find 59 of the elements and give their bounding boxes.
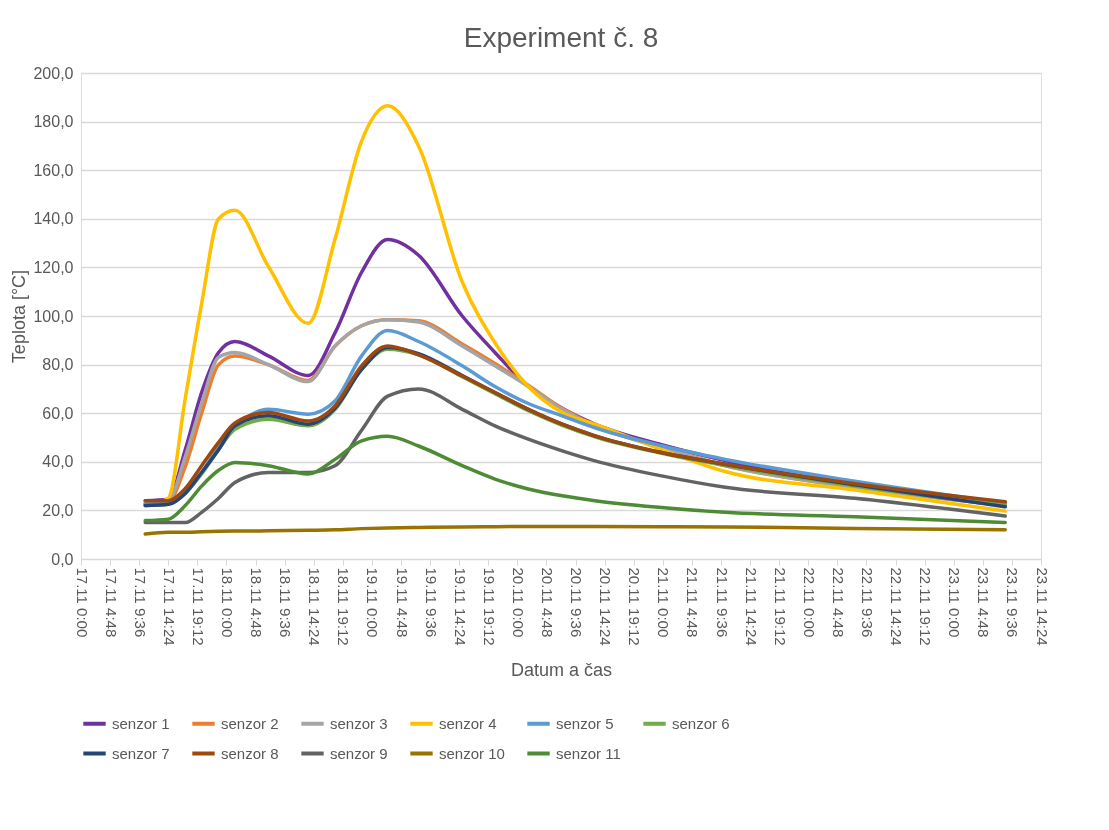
x-tick-label: 23.11 14:24 xyxy=(1033,567,1051,646)
y-tick-label: 160,0 xyxy=(33,161,74,179)
legend-label: senzor 6 xyxy=(672,714,730,732)
x-tick-label: 17.11 4:48 xyxy=(102,567,120,638)
x-tick-label: 21.11 19:12 xyxy=(771,567,789,646)
y-tick-label: 40,0 xyxy=(42,453,74,471)
legend-label: senzor 7 xyxy=(112,744,170,762)
x-tick-label: 19.11 4:48 xyxy=(393,567,411,638)
x-tick-label: 22.11 0:00 xyxy=(800,567,818,638)
x-tick-label: 20.11 0:00 xyxy=(509,567,527,638)
y-tick-label: 140,0 xyxy=(33,210,74,228)
x-tick-label: 19.11 19:12 xyxy=(480,567,498,646)
y-tick-label: 0,0 xyxy=(51,550,74,568)
x-tick-label: 22.11 19:12 xyxy=(917,567,935,646)
legend-label: senzor 1 xyxy=(112,714,170,732)
legend-label: senzor 11 xyxy=(556,744,621,762)
x-tick-label: 21.11 14:24 xyxy=(742,567,760,646)
legend-label: senzor 10 xyxy=(439,744,505,762)
x-tick-label: 18.11 9:36 xyxy=(277,567,295,638)
y-tick-label: 80,0 xyxy=(42,356,74,374)
legend-label: senzor 5 xyxy=(556,714,614,732)
x-tick-label: 21.11 9:36 xyxy=(713,567,731,638)
legend-label: senzor 8 xyxy=(221,744,279,762)
legend-label: senzor 3 xyxy=(330,714,388,732)
x-tick-label: 20.11 9:36 xyxy=(568,567,586,638)
x-tick-label: 17.11 14:24 xyxy=(160,567,178,646)
x-tick-label: 21.11 0:00 xyxy=(655,567,673,638)
x-tick-label: 20.11 14:24 xyxy=(597,567,615,646)
x-tick-label: 23.11 4:48 xyxy=(975,567,993,638)
x-tick-label: 20.11 19:12 xyxy=(626,567,644,646)
y-tick-label: 20,0 xyxy=(42,501,74,519)
x-tick-label: 23.11 0:00 xyxy=(946,567,964,638)
legend-label: senzor 4 xyxy=(439,714,497,732)
y-axis-title: Teplota [°C] xyxy=(9,269,30,364)
x-tick-label: 18.11 4:48 xyxy=(248,567,266,638)
chart-title: Experiment č. 8 xyxy=(463,22,659,53)
x-tick-label: 21.11 4:48 xyxy=(684,567,702,638)
y-tick-label: 200,0 xyxy=(33,64,74,82)
x-tick-label: 17.11 9:36 xyxy=(131,567,149,638)
y-tick-label: 120,0 xyxy=(33,258,74,276)
x-tick-label: 20.11 4:48 xyxy=(538,567,556,638)
x-tick-label: 17.11 0:00 xyxy=(73,567,91,638)
x-tick-label: 22.11 9:36 xyxy=(858,567,876,638)
x-tick-label: 18.11 14:24 xyxy=(306,567,324,646)
legend-label: senzor 9 xyxy=(330,744,388,762)
y-tick-label: 100,0 xyxy=(33,307,74,325)
x-tick-label: 19.11 0:00 xyxy=(364,567,382,638)
x-tick-label: 22.11 14:24 xyxy=(888,567,906,646)
x-tick-label: 19.11 9:36 xyxy=(422,567,440,638)
legend-label: senzor 2 xyxy=(221,714,279,732)
y-tick-label: 180,0 xyxy=(33,113,74,131)
x-tick-label: 18.11 19:12 xyxy=(335,567,353,646)
y-tick-label: 60,0 xyxy=(42,404,74,422)
x-tick-label: 18.11 0:00 xyxy=(218,567,236,638)
x-tick-label: 22.11 4:48 xyxy=(829,567,847,638)
x-axis-title: Datum a čas xyxy=(510,659,613,680)
x-tick-label: 19.11 14:24 xyxy=(451,567,469,646)
x-tick-label: 17.11 19:12 xyxy=(189,567,207,646)
x-tick-label: 23.11 9:36 xyxy=(1004,567,1022,638)
